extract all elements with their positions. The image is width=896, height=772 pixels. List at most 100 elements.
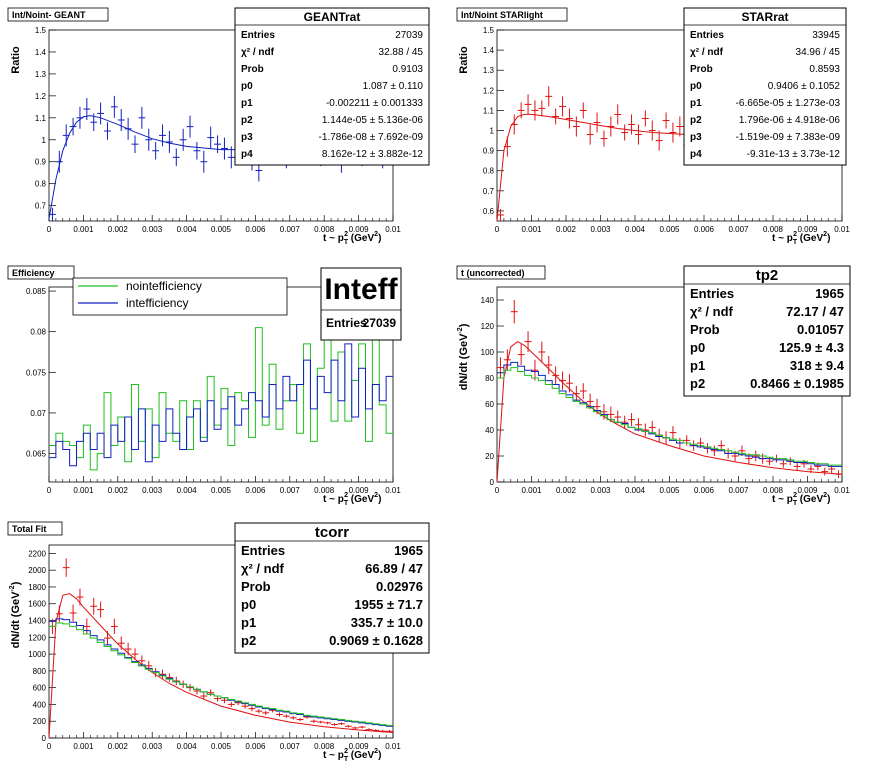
- stats-frame: [234, 7, 430, 166]
- panel-title: Efficiency: [12, 268, 55, 278]
- x-tick-label: 0.009: [349, 486, 370, 495]
- data-point: [97, 601, 105, 618]
- stats-name: Inteff: [324, 273, 398, 306]
- y-tick-label: 1: [490, 127, 495, 136]
- stats-key: p4: [690, 149, 702, 160]
- stats-value: 0.9103: [392, 64, 423, 75]
- y-tick-label: 1400: [28, 617, 46, 626]
- x-tick-label: 0.003: [142, 225, 163, 234]
- data-point: [614, 104, 622, 125]
- stats-box-tp2: tp2 Entries 1965 χ² / ndf 72.17 / 47 Prob 0.01…: [683, 265, 851, 397]
- fit-curve: [48, 115, 297, 219]
- stats-value: 66.89 / 47: [365, 561, 423, 576]
- data-point: [497, 357, 504, 378]
- data-point: [159, 124, 166, 147]
- x-tick-label: 0.007: [280, 486, 301, 495]
- data-point: [572, 116, 580, 137]
- data-point: [97, 102, 105, 125]
- stats-key: p2: [690, 115, 702, 126]
- stats-key: Entries: [241, 30, 275, 41]
- data-point: [186, 683, 194, 692]
- x-tick-label: 0.009: [797, 486, 818, 495]
- stats-key: Prob: [690, 322, 720, 337]
- panel-tuncorr: t (uncorrected): [456, 265, 546, 280]
- y-tick-label: 0: [490, 478, 495, 487]
- y-axis-label: dN/dt (GeV-2): [9, 581, 22, 648]
- x-tick-label: 0: [47, 742, 52, 751]
- x-tick-label: 0.006: [245, 742, 266, 751]
- x-tick-label: 0.001: [521, 225, 542, 234]
- stats-key: χ² / ndf: [690, 304, 734, 319]
- stats-key: Entries: [241, 543, 285, 558]
- data-point: [193, 141, 201, 160]
- y-tick-label: 0: [42, 734, 47, 743]
- x-tick-label: 0.01: [834, 225, 850, 234]
- y-tick-label: 120: [481, 322, 495, 331]
- stats-key: p1: [690, 98, 702, 109]
- x-tick-label: 0.008: [314, 225, 335, 234]
- stats-key: Entries: [326, 316, 367, 330]
- data-point: [200, 150, 208, 173]
- data-point: [358, 725, 366, 729]
- stats-key: p0: [241, 81, 253, 92]
- data-point: [172, 148, 180, 167]
- data-point: [648, 120, 656, 141]
- y-tick-label: 1200: [28, 633, 46, 642]
- x-tick-label: 0.01: [385, 486, 401, 495]
- data-point: [628, 413, 635, 427]
- stats-value: 0.8466 ± 0.1985: [750, 376, 844, 391]
- stats-key: Prob: [690, 64, 713, 75]
- stats-frame: [320, 267, 402, 341]
- data-point: [69, 604, 77, 622]
- data-point: [821, 467, 829, 476]
- x-tick-label: 0.008: [314, 486, 335, 495]
- data-point: [310, 719, 318, 723]
- y-tick-label: 40: [485, 426, 494, 435]
- stats-value: 1.144e-05 ± 5.136e-06: [322, 115, 424, 126]
- data-point: [248, 706, 256, 712]
- data-point: [669, 122, 677, 143]
- data-point: [138, 106, 146, 129]
- y-tick-label: 0.9: [483, 147, 495, 156]
- data-point: [289, 716, 297, 720]
- x-axis-label: t ~ pT2 (GeV2): [772, 492, 830, 507]
- data-point: [282, 714, 290, 718]
- data-point: [131, 648, 139, 660]
- data-point: [531, 359, 539, 381]
- stats-value: 27039: [395, 30, 423, 41]
- y-tick-label: 0.8: [35, 180, 47, 189]
- fit-curve: [496, 113, 722, 222]
- data-point: [214, 695, 221, 702]
- stats-frame: [234, 522, 430, 654]
- x-axis-label: t ~ pT2 (GeV2): [323, 748, 381, 763]
- stats-key: p0: [690, 340, 705, 355]
- data-point: [227, 701, 235, 707]
- stats-value: -9.31e-13 ± 3.73e-12: [747, 149, 841, 160]
- x-tick-label: 0.004: [177, 225, 198, 234]
- legend-label-noint: nointefficiency: [126, 279, 202, 293]
- x-tick-label: 0.001: [521, 486, 542, 495]
- data-point: [110, 618, 118, 634]
- x-tick-label: 0.006: [245, 486, 266, 495]
- data-point: [600, 130, 608, 147]
- x-tick-label: 0.003: [590, 225, 611, 234]
- histogram-nointefficiency: [49, 323, 393, 471]
- stats-value: 8.162e-12 ± 3.882e-12: [322, 149, 424, 160]
- x-tick-label: 0.002: [108, 742, 129, 751]
- panel-title-box: [7, 521, 63, 536]
- data-point: [159, 669, 166, 679]
- data-point: [510, 300, 518, 324]
- stats-value: 27039: [363, 316, 397, 330]
- x-tick-label: 0: [47, 486, 52, 495]
- histogram-series-3: [497, 367, 842, 466]
- data-point: [152, 141, 160, 160]
- x-tick-label: 0.001: [73, 742, 94, 751]
- stats-value: 34.96 / 45: [796, 47, 841, 58]
- data-point: [579, 383, 587, 399]
- stats-key: p2: [241, 633, 256, 648]
- x-tick-label: 0: [495, 225, 500, 234]
- data-point: [628, 114, 635, 135]
- x-tick-label: 0.002: [108, 486, 129, 495]
- stats-key: p1: [690, 358, 705, 373]
- stats-value: -1.519e-09 ± 7.383e-09: [736, 132, 841, 143]
